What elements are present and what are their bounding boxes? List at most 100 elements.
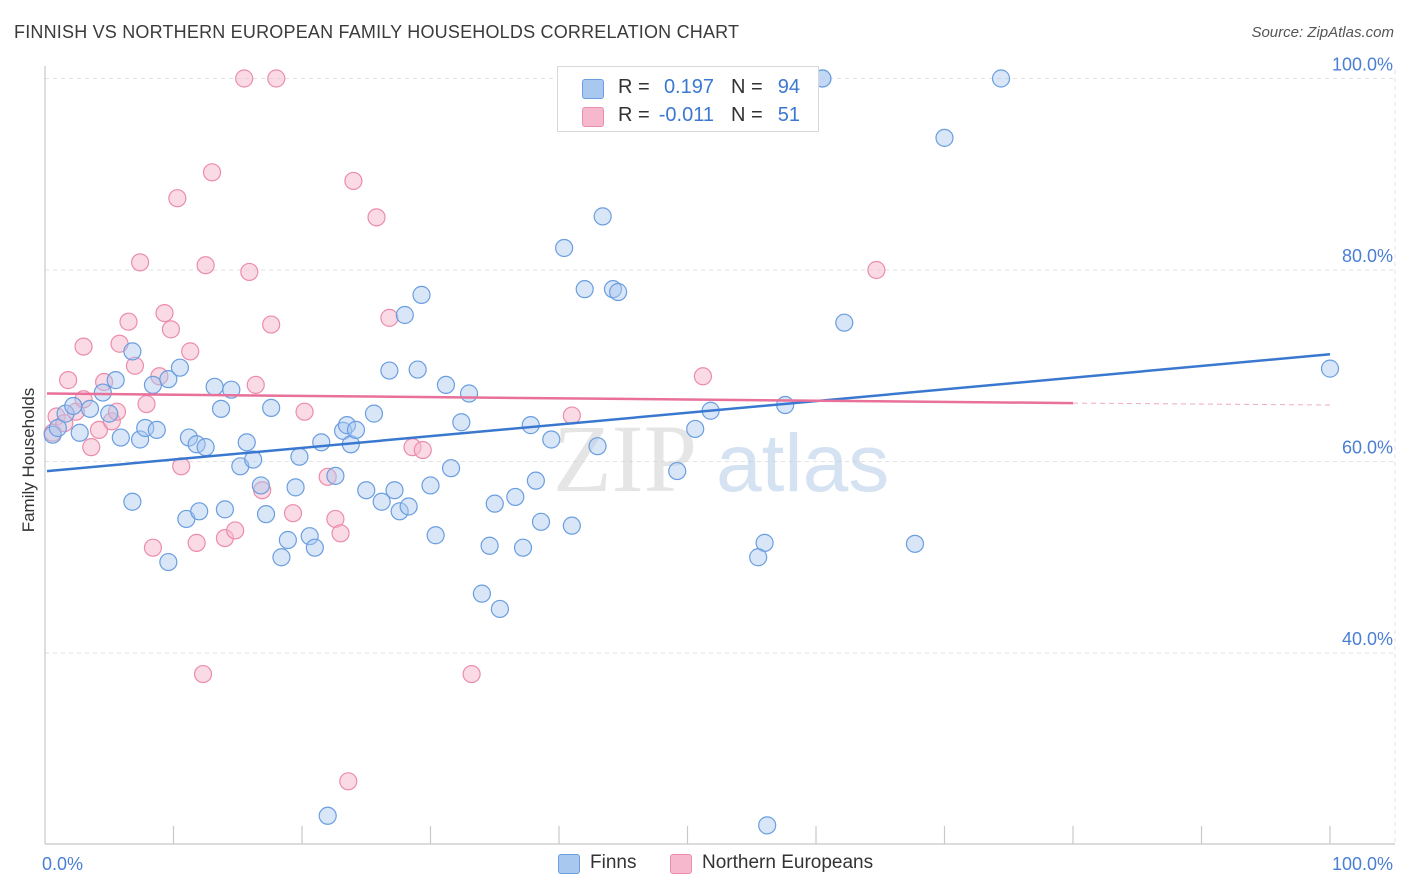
r-label: R = [618,76,650,98]
finns-point [312,433,331,452]
finns-point [380,361,399,380]
finns-point [262,398,281,417]
northern-europeans-point [89,420,109,440]
finns-point [603,280,623,299]
r-value: 0.197 [663,76,714,98]
finns-point [357,481,376,500]
finns-point [513,538,533,557]
northern-europeans-swatch [670,854,692,874]
finns-point [593,207,612,226]
northern-europeans-point [161,320,181,339]
northern-europeans-point [137,394,156,414]
northern-europeans-point [240,262,259,282]
northern-europeans-point [562,406,581,425]
legend-row-northern-europeans: R = -0.011 N = 51 [558,101,818,131]
finns-point [56,404,75,423]
r-label: R = [618,104,650,126]
finns-point [123,342,142,361]
finns-point [991,69,1011,88]
finns-point [159,370,178,389]
finns-point [290,447,309,466]
northern-europeans-swatch [582,107,604,127]
finns-point [93,383,112,402]
finns-point [48,418,67,438]
northern-europeans-point [380,308,399,327]
finns-point [412,285,431,304]
northern-europeans-point [168,189,187,208]
n-label: N = [731,76,763,98]
northern-europeans-point [339,772,358,791]
n-value: 51 [777,104,800,126]
northern-europeans-point [59,371,78,390]
finns-point [506,487,525,507]
northern-europeans-point [867,260,886,280]
source-credit: Source: ZipAtlas.com [1251,24,1394,41]
finns-point [668,461,687,481]
northern-europeans-point [196,256,215,275]
finns-point [390,502,409,521]
finns-point [490,599,509,619]
watermark: ZIP atlas [553,405,889,512]
finns-point [555,238,574,258]
finns-point [372,492,391,511]
finns-point [399,497,418,516]
correlation-legend: R = 0.197 N = 94 R = -0.011 N = 51 [557,66,819,132]
trend-lines [46,353,1331,473]
y-tick-label: 40.0% [1342,629,1393,649]
finns-point [272,548,291,567]
finns-point [480,536,499,555]
finns-point [123,492,142,511]
northern-europeans-point [367,208,386,227]
finns-point [211,399,231,418]
northern-europeans-point [413,440,432,460]
finns-point [421,476,440,495]
finns-swatch [582,79,604,99]
finns-point [251,476,270,495]
finns-point [237,433,256,452]
finns-point [426,526,445,545]
northern-europeans-point [155,303,174,323]
finns-point [485,494,504,513]
finns-point [222,380,241,399]
finns-point [542,430,561,449]
finns-point [111,428,130,447]
finns-point [835,313,854,332]
finns-point [385,481,404,500]
finns-point [472,584,491,603]
finns-point [136,418,155,438]
northern-europeans-point [130,253,150,272]
n-value: 94 [777,76,800,98]
finns-point [1320,359,1340,378]
northern-europeans-trend-extension [1072,402,1331,406]
northern-europeans-point [226,521,245,540]
finns-point [278,530,297,550]
finns-point [364,404,384,423]
finns-point [326,466,345,485]
watermark-atlas: atlas [716,418,889,509]
r-value: -0.011 [658,104,714,126]
finns-point [170,358,190,377]
y-tick-label: 60.0% [1342,438,1393,458]
northern-europeans-point [143,538,163,557]
finns-point [452,413,471,432]
northern-europeans-point [193,664,213,684]
finns-point [64,396,83,416]
y-tick-label: 100.0% [1332,55,1393,75]
finns-point [588,437,607,456]
finns-point [609,282,628,302]
northern-europeans-point [74,337,93,356]
finns-point [749,548,768,567]
x-tick-label: 100.0% [1332,854,1393,874]
finns-point [562,516,581,535]
finns-swatch [558,854,580,874]
legend-label: Finns [590,852,637,873]
northern-europeans-point [283,504,303,523]
finns-point [408,360,427,379]
legend-label: Northern Europeans [702,852,874,873]
x-tick-label: 0.0% [42,854,83,874]
northern-europeans-point [119,312,138,331]
y-axis-label: Family Households [19,388,38,533]
northern-europeans-point [344,171,363,191]
finns-point [300,527,319,546]
